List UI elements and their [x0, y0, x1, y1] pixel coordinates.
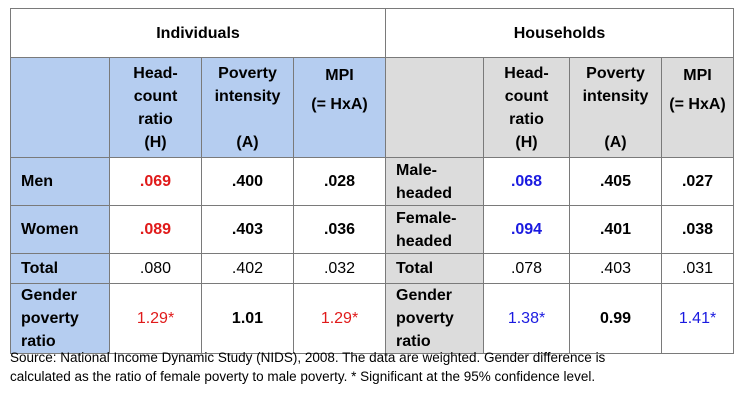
- table-cell: 1.38*: [483, 283, 571, 354]
- source-line: calculated as the ratio of female povert…: [10, 369, 596, 384]
- table-cell: .403: [201, 205, 294, 254]
- table-cell: .068: [483, 157, 571, 206]
- table-cell: .402: [201, 253, 294, 284]
- table-cell: 1.41*: [661, 283, 735, 354]
- table-row: Men .069 .400 .028 Male- headed .068 .40…: [10, 157, 735, 206]
- table-row: Women .089 .403 .036 Female- headed .094…: [10, 205, 735, 254]
- table-cell: 1.29*: [109, 283, 202, 354]
- table-cell: .028: [292, 157, 387, 206]
- row-label: Women: [10, 205, 110, 254]
- table-cell: .027: [661, 157, 735, 206]
- ind-headcount-header: Head- count ratio (H): [109, 57, 202, 158]
- hh-mpi-header: MPI (= HxA): [661, 57, 735, 158]
- households-title: Households: [385, 8, 735, 58]
- row-label: Gender poverty ratio: [385, 283, 485, 354]
- column-header-row: Head- count ratio (H) Poverty intensity …: [10, 57, 735, 158]
- table-cell: .032: [292, 253, 387, 284]
- table-cell: .069: [109, 157, 202, 206]
- row-label: Gender poverty ratio: [10, 283, 110, 354]
- row-label: Men: [10, 157, 110, 206]
- table-cell: .078: [483, 253, 571, 284]
- row-label: Male- headed: [385, 157, 485, 206]
- blank-header-cell: [10, 57, 110, 158]
- table-cell: .089: [109, 205, 202, 254]
- ind-mpi-header: MPI (= HxA): [292, 57, 387, 158]
- table-cell: 1.01: [201, 283, 294, 354]
- table-cell: .403: [569, 253, 663, 284]
- row-label: Female- headed: [385, 205, 485, 254]
- table-row: Gender poverty ratio 1.29* 1.01 1.29* Ge…: [10, 283, 735, 354]
- table-cell: .038: [661, 205, 735, 254]
- poverty-table: Individuals Households Head- count ratio…: [9, 8, 735, 354]
- table-cell: .405: [569, 157, 663, 206]
- table-cell: .094: [483, 205, 571, 254]
- source-line: Source: National Income Dynamic Study (N…: [10, 350, 606, 365]
- row-label: Total: [385, 253, 485, 284]
- table-cell: .400: [201, 157, 294, 206]
- section-header-row: Individuals Households: [9, 8, 735, 58]
- ind-intensity-header: Poverty intensity (A): [201, 57, 294, 158]
- table-cell: 1.29*: [292, 283, 387, 354]
- table-cell: .031: [661, 253, 735, 284]
- source-note: Source: National Income Dynamic Study (N…: [10, 348, 734, 386]
- hh-intensity-header: Poverty intensity (A): [569, 57, 663, 158]
- table-cell: 0.99: [569, 283, 663, 354]
- row-label: Total: [10, 253, 110, 284]
- table-cell: .080: [109, 253, 202, 284]
- table-cell: .401: [569, 205, 663, 254]
- table-row: Total .080 .402 .032 Total .078 .403 .03…: [10, 253, 735, 284]
- individuals-title: Individuals: [9, 8, 387, 58]
- blank-header-cell: [385, 57, 485, 158]
- hh-headcount-header: Head- count ratio (H): [483, 57, 571, 158]
- table-cell: .036: [292, 205, 387, 254]
